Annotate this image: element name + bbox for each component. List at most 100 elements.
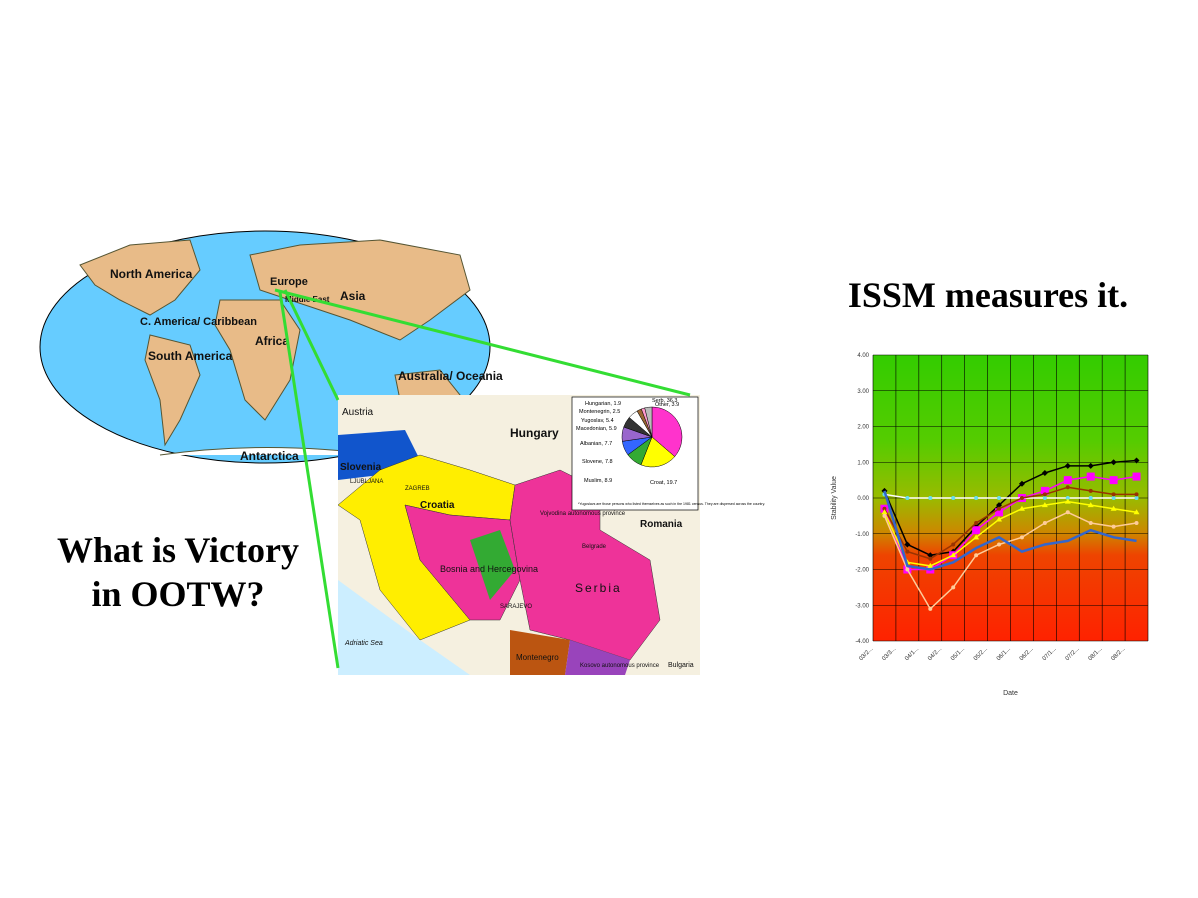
marker [996,516,1003,522]
marker [905,496,910,500]
marker [1065,485,1070,490]
y-tick-label: -1.00 [855,532,869,538]
pie-label: Muslim, 8.9 [584,478,612,484]
marker [1133,509,1140,515]
map-label: South America [148,349,233,363]
marker [1064,462,1071,469]
marker [1018,480,1025,487]
marker [995,508,1004,517]
y-tick-label: 0.00 [857,496,869,502]
connector [278,291,340,669]
marker [1019,496,1024,500]
marker [1111,492,1116,497]
pie-label: Other, 3.9 [655,402,679,408]
pie-value: 2.5 [613,409,621,415]
marker [1042,521,1047,526]
pie-category: Yugoslav [581,418,604,424]
pie-category: Macedonian [576,426,606,432]
series-line [883,511,1137,611]
map-label: Serbia [575,581,622,595]
x-tick-label: 05/2... [973,646,989,662]
marker [1088,496,1093,500]
marker [1109,476,1118,485]
pie-slice [640,436,676,468]
map-label: Hungary [510,426,559,440]
map-label: Slovenia [340,462,382,473]
kosovo [565,640,630,675]
marker [882,513,887,518]
pie-category: Hungarian [585,401,610,407]
y-axis-label: Stability Value [831,476,838,520]
map-label: LJUBLJANA [350,479,383,485]
pie-label: Montenegrin, 2.5 [579,409,620,415]
marker [1065,510,1070,515]
marker [1042,492,1047,497]
slide-title: in OOTW? [91,574,264,614]
map-label: Kosovo autonomous province [580,663,660,669]
pie-sep: , [603,418,606,424]
x-tick-label: 08/2... [1110,646,1126,662]
pie-sep: , [610,409,613,415]
marker [972,526,981,535]
y-tick-label: 3.00 [857,389,869,395]
series-line [883,486,1137,560]
marker [997,506,1002,511]
land [214,299,301,421]
marker [927,552,934,559]
marker [928,496,933,500]
pie-sep: , [664,398,667,404]
map-label: C. America/ Caribbean [140,316,257,328]
marker [927,562,934,568]
pie-chart: Serb, 36.3 Croat, 19.7 Muslim, 8.9 Slovene,… [576,398,683,486]
marker [997,542,1002,547]
marker [1018,505,1025,511]
marker [1087,502,1094,508]
y-tick-label: -4.00 [855,639,869,645]
pie-value: 36.3 [667,398,678,404]
marker [905,549,910,554]
pie-sep: , [606,426,609,432]
pie-label: Slovene, 7.8 [582,459,613,465]
pie-value: 3.9 [672,402,680,408]
x-tick-label: 06/1... [996,646,1012,662]
connectors [274,288,691,669]
map-label: Belgrade [582,544,607,550]
balkan-map: Austria Hungary Slovenia LJUBLJANA ZAGRE… [337,395,765,675]
pie-value: 5.9 [609,426,617,432]
y-tick-label: -2.00 [855,568,869,574]
marker [997,496,1002,500]
marker [951,542,956,547]
x-tick-label: 03/2... [858,646,874,662]
land [144,334,201,447]
x-tick-label: 07/2... [1065,646,1081,662]
map-label: Africa [255,334,289,348]
slide-title: ISSM measures it. [848,275,1128,315]
pie-value: 5.4 [606,418,614,424]
land [79,239,201,316]
pie-value: 1.9 [613,401,621,407]
pie-category: Serb [652,398,664,404]
marker [928,556,933,561]
slide-title: What is Victory [57,530,299,570]
pie-category: Croat [650,480,664,486]
pie-note: *Yugoslavs are those persons who listed … [578,502,765,506]
map-label: Bulgaria [668,662,694,669]
sea [338,580,470,675]
pie-label: Macedonian, 5.9 [576,426,617,432]
pie-value: 7.7 [604,441,612,447]
map-label: Australia/ Oceania [398,369,503,383]
map-label: SARAJEVO [500,604,532,610]
pie-category: Other [655,402,669,408]
map-label: North America [110,267,193,281]
marker [1110,505,1117,511]
marker [973,534,980,540]
map-label: Bosnia and Hercegovina [440,564,538,574]
marker [1064,498,1071,504]
marker [1133,457,1140,464]
marker [1111,496,1116,500]
pie-sep: , [601,478,604,484]
marker [951,496,956,500]
marker [1134,496,1139,500]
marker [905,567,910,572]
